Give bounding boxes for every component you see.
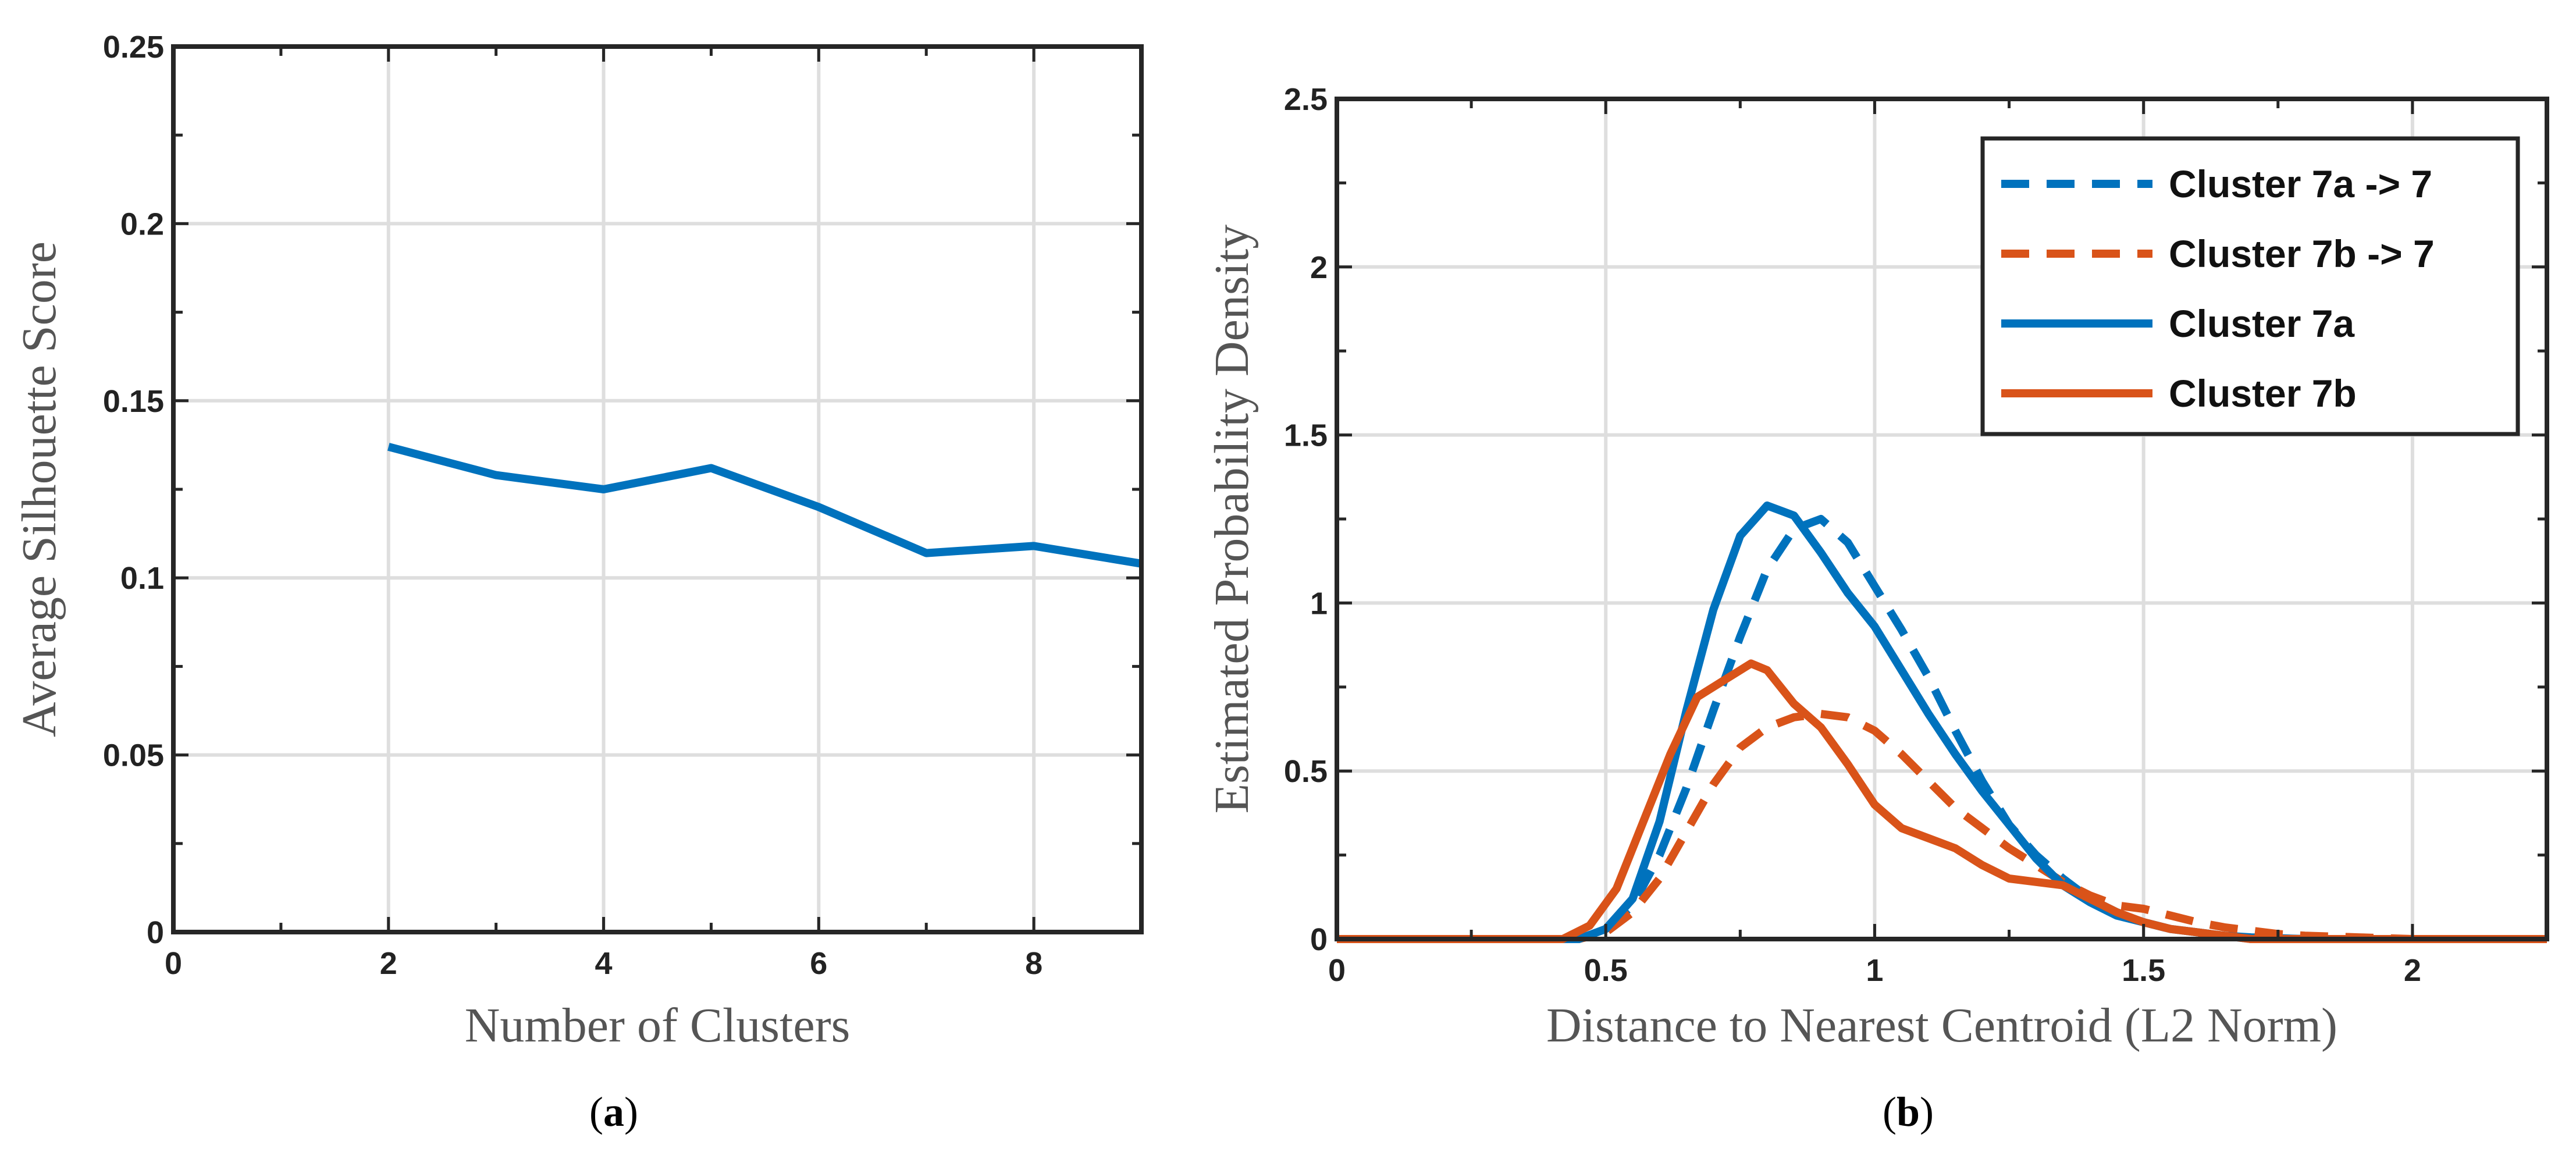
chart-b-ytick-label-0: 0 [1310, 922, 1328, 957]
chart-a-xtick-label-1: 2 [380, 946, 397, 981]
chart-b-xtick-label-3: 1.5 [2122, 953, 2165, 988]
chart-b-panel-label: (b) [1883, 1089, 1934, 1135]
chart-b-ytick-label-2: 1 [1310, 586, 1328, 621]
chart-b-series-line-0 [1337, 515, 2547, 943]
chart-a-xtick-label-0: 0 [165, 946, 182, 981]
chart-b-ytick-label-4: 2 [1310, 250, 1328, 285]
chart-b-xlabel: Distance to Nearest Centroid (L2 Norm) [1546, 998, 2337, 1053]
chart-a-ytick-label-4: 0.2 [120, 207, 164, 241]
chart-b-panel-letter: b [1897, 1089, 1920, 1135]
chart-a-grid [173, 47, 1141, 932]
chart-a-xtick-label-3: 6 [810, 946, 827, 981]
chart-a-frame [171, 44, 1144, 934]
chart-b-panel-open: ( [1883, 1089, 1897, 1135]
chart-a-ytick-label-2: 0.1 [120, 561, 164, 596]
chart-a-xlabel: Number of Clusters [465, 998, 851, 1053]
chart-a-ticks: 0 2 4 6 8 0 0.05 0.1 0.15 0.2 0.25 [103, 30, 1143, 981]
chart-b-legend-label-3: Cluster 7b [2169, 372, 2357, 415]
chart-b-xtick-label-2: 1 [1866, 953, 1883, 988]
chart-b-legend-label-2: Cluster 7a [2169, 302, 2355, 345]
chart-b: 0 0.5 1 1.5 200.511.522.5 Cluster 7a -> 7Clu… [1205, 82, 2549, 1135]
chart-b-ytick-label-1: 0.5 [1284, 754, 1328, 789]
chart-b-ytick-label-3: 1.5 [1284, 418, 1328, 453]
chart-a-ytick-label-3: 0.15 [103, 384, 164, 419]
chart-a-panel-open: ( [589, 1089, 603, 1135]
chart-a-series [387, 443, 1143, 568]
chart-b-xtick-label-1: 0.5 [1584, 953, 1628, 988]
chart-b-legend-label-0: Cluster 7a -> 7 [2169, 162, 2432, 205]
chart-b-ylabel: Estimated Probability Density [1205, 225, 1259, 814]
chart-b-series-line-1 [1337, 710, 2547, 943]
chart-a-ytick-label-0: 0 [147, 915, 164, 950]
chart-a-xtick-label-2: 4 [595, 946, 613, 981]
chart-b-series [1337, 501, 2547, 943]
chart-a-ytick-label-5: 0.25 [103, 30, 164, 65]
chart-a: 0 2 4 6 8 0 0.05 0.1 0.15 0.2 0.25 Number of Clust… [12, 30, 1144, 1135]
chart-b-legend: Cluster 7a -> 7 Cluster 7b -> 7 Cluster 7a… [1980, 136, 2520, 436]
chart-a-panel-letter: a [603, 1089, 624, 1135]
chart-b-series-line-2 [1337, 501, 2547, 943]
chart-a-xtick-label-4: 8 [1025, 946, 1043, 981]
chart-b-panel-close: ) [1920, 1089, 1934, 1135]
chart-b-xtick-label-4: 2 [2404, 953, 2421, 988]
chart-b-legend-label-1: Cluster 7b -> 7 [2169, 232, 2435, 275]
chart-b-ticks: 0 0.5 1 1.5 2 0 0.5 1 1.5 2 2.5 [1284, 82, 2549, 988]
chart-b-ytick-label-5: 2.5 [1284, 82, 1328, 117]
chart-a-series-line-0 [387, 443, 1143, 568]
chart-a-panel-label: (a) [589, 1089, 638, 1135]
chart-a-ylabel: Average Silhouette Score [12, 241, 66, 737]
chart-b-xtick-label-0: 0 [1328, 953, 1346, 988]
chart-b-series-line-3 [1337, 659, 2547, 943]
chart-a-ytick-label-1: 0.05 [103, 738, 164, 773]
chart-a-panel-close: ) [624, 1089, 638, 1135]
